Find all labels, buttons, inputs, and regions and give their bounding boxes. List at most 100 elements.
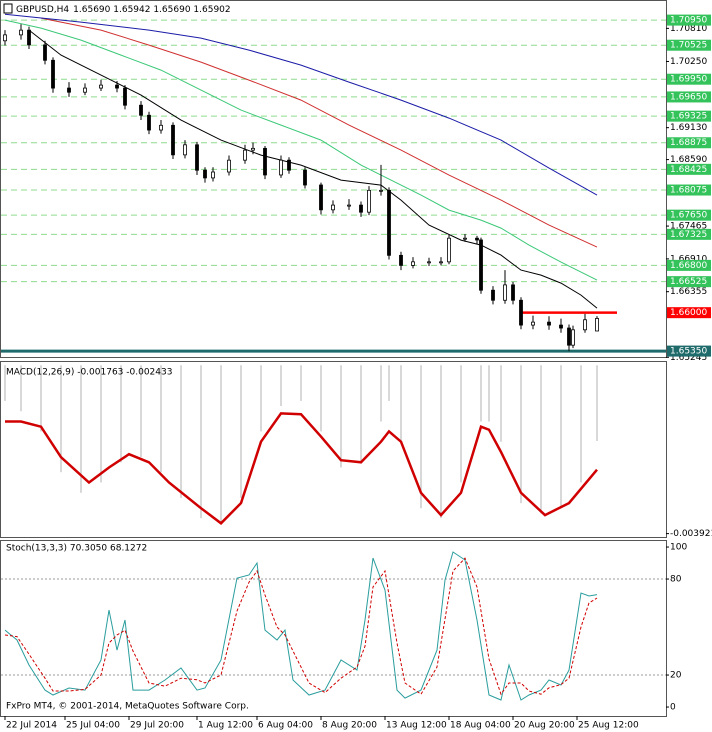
level-label-bg	[667, 110, 711, 122]
macd-signal	[5, 412, 598, 525]
level-label: 1.67325	[670, 230, 707, 240]
y-tick-label: 1.70810	[670, 24, 707, 34]
candle-body	[519, 299, 523, 326]
candle-body	[99, 84, 103, 89]
x-tick-label: 1 Aug 12:00	[198, 721, 253, 731]
candle-body	[211, 171, 215, 179]
candle-body	[171, 124, 175, 156]
candle-body	[491, 289, 495, 301]
candle-body	[27, 29, 31, 46]
y-tick-label: 0	[670, 703, 676, 713]
y-tick-label: 1.70250	[670, 57, 707, 67]
candle-body	[159, 124, 163, 131]
x-tick-label: 29 Jul 20:00	[130, 721, 184, 731]
candle-body	[475, 237, 479, 241]
candle-body	[3, 34, 7, 42]
level-label-bg	[667, 228, 711, 240]
level-label-bg	[667, 276, 711, 288]
candle-body	[387, 189, 391, 256]
stoch-line	[4, 557, 598, 696]
y-tick-label: 1.67465	[670, 222, 707, 232]
level-label-bg	[667, 39, 711, 51]
level-label: 1.69650	[670, 92, 707, 102]
y-tick-label: 80	[670, 575, 682, 585]
level-label: 1.69325	[670, 112, 707, 122]
title-icon	[3, 3, 13, 14]
level-label: 1.69950	[670, 75, 707, 85]
candle-body	[19, 29, 23, 36]
y-tick-label: 20	[670, 671, 682, 681]
moving-average	[4, 19, 598, 281]
candle-body	[439, 261, 443, 264]
level-label-bg	[667, 209, 711, 221]
moving-average	[28, 29, 598, 309]
x-tick-label: 6 Aug 04:00	[258, 721, 313, 731]
x-tick-label: 22 Jul 2014	[6, 721, 57, 731]
candle-body	[531, 321, 535, 326]
candle-body	[115, 84, 119, 89]
candle-body	[547, 321, 551, 326]
candle-body	[251, 147, 255, 151]
moving-average	[4, 13, 598, 196]
level-label-bg	[667, 259, 711, 271]
y-tick-label: 1.66355	[670, 287, 707, 297]
candle-body	[411, 261, 415, 266]
candle-body	[331, 204, 335, 211]
level-label: 1.68425	[670, 165, 707, 175]
x-tick-label: 13 Aug 12:00	[386, 721, 447, 731]
candle-body	[123, 87, 127, 106]
candle-body	[511, 284, 515, 301]
candle-body	[227, 159, 231, 173]
candle-body	[479, 239, 483, 291]
y-tick-label: 1.65245	[670, 353, 707, 363]
footer: FxPro MT4, © 2001-2014, MetaQuotes Softw…	[6, 702, 249, 712]
candle-body	[347, 204, 351, 207]
candle-body	[183, 144, 187, 156]
y-tick-label: 1.69130	[670, 123, 707, 133]
x-tick-label: 20 Aug 20:00	[514, 721, 575, 731]
level-label: 1.66800	[670, 261, 707, 271]
moving-average	[40, 17, 598, 248]
candle-body	[359, 204, 363, 213]
candle-body	[463, 237, 467, 240]
level-label-bg	[667, 307, 711, 319]
candle-body	[447, 237, 451, 263]
candle-body	[595, 318, 599, 332]
candle-body	[287, 159, 291, 171]
panel-frame	[0, 540, 667, 717]
candle-body	[319, 184, 323, 211]
candle-body	[195, 144, 199, 171]
candle-body	[43, 44, 47, 61]
panel-frame	[0, 0, 667, 358]
panel-title: Stoch(13,3,3) 70.3050 68.1272	[6, 544, 147, 554]
level-label-bg	[667, 73, 711, 85]
y-tick-label: -0.003921	[670, 529, 712, 539]
level-label: 1.66000	[670, 308, 707, 318]
candle-body	[399, 254, 403, 266]
x-tick-label: 18 Aug 04:00	[450, 721, 511, 731]
panel-frame	[0, 361, 667, 538]
candle-body	[279, 159, 283, 176]
candle-body	[83, 87, 87, 93]
y-tick-label: 100	[670, 543, 687, 553]
candle-body	[583, 319, 587, 331]
level-label-bg	[667, 91, 711, 103]
candle-body	[503, 284, 507, 301]
level-label-bg	[667, 184, 711, 196]
panel-title: MACD(12,26,9) -0.001763 -0.002433	[6, 368, 172, 378]
level-label: 1.68875	[670, 138, 707, 148]
candle-body	[567, 327, 571, 346]
level-label: 1.67650	[670, 211, 707, 221]
x-tick-label: 8 Aug 20:00	[322, 721, 377, 731]
candle-body	[147, 114, 151, 131]
level-label-bg	[667, 14, 711, 26]
candle-body	[51, 59, 55, 89]
title-symbol: GBPUSD,H4	[16, 5, 69, 15]
candle-body	[367, 189, 371, 213]
candle-body	[571, 329, 575, 346]
candle-body	[139, 104, 143, 116]
candle-body	[67, 87, 71, 93]
level-label-bg	[667, 137, 711, 149]
